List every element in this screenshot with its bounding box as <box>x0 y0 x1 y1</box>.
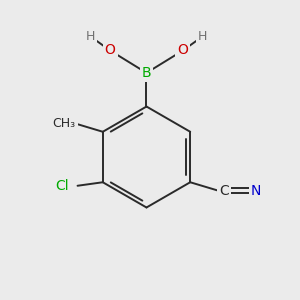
Text: O: O <box>105 44 116 57</box>
Text: N: N <box>251 184 261 198</box>
Text: C: C <box>219 184 229 198</box>
Text: CH₃: CH₃ <box>53 117 76 130</box>
Text: Cl: Cl <box>55 179 69 193</box>
Text: H: H <box>86 30 95 43</box>
Text: O: O <box>178 44 188 57</box>
Text: H: H <box>198 30 207 43</box>
Text: B: B <box>142 66 151 80</box>
